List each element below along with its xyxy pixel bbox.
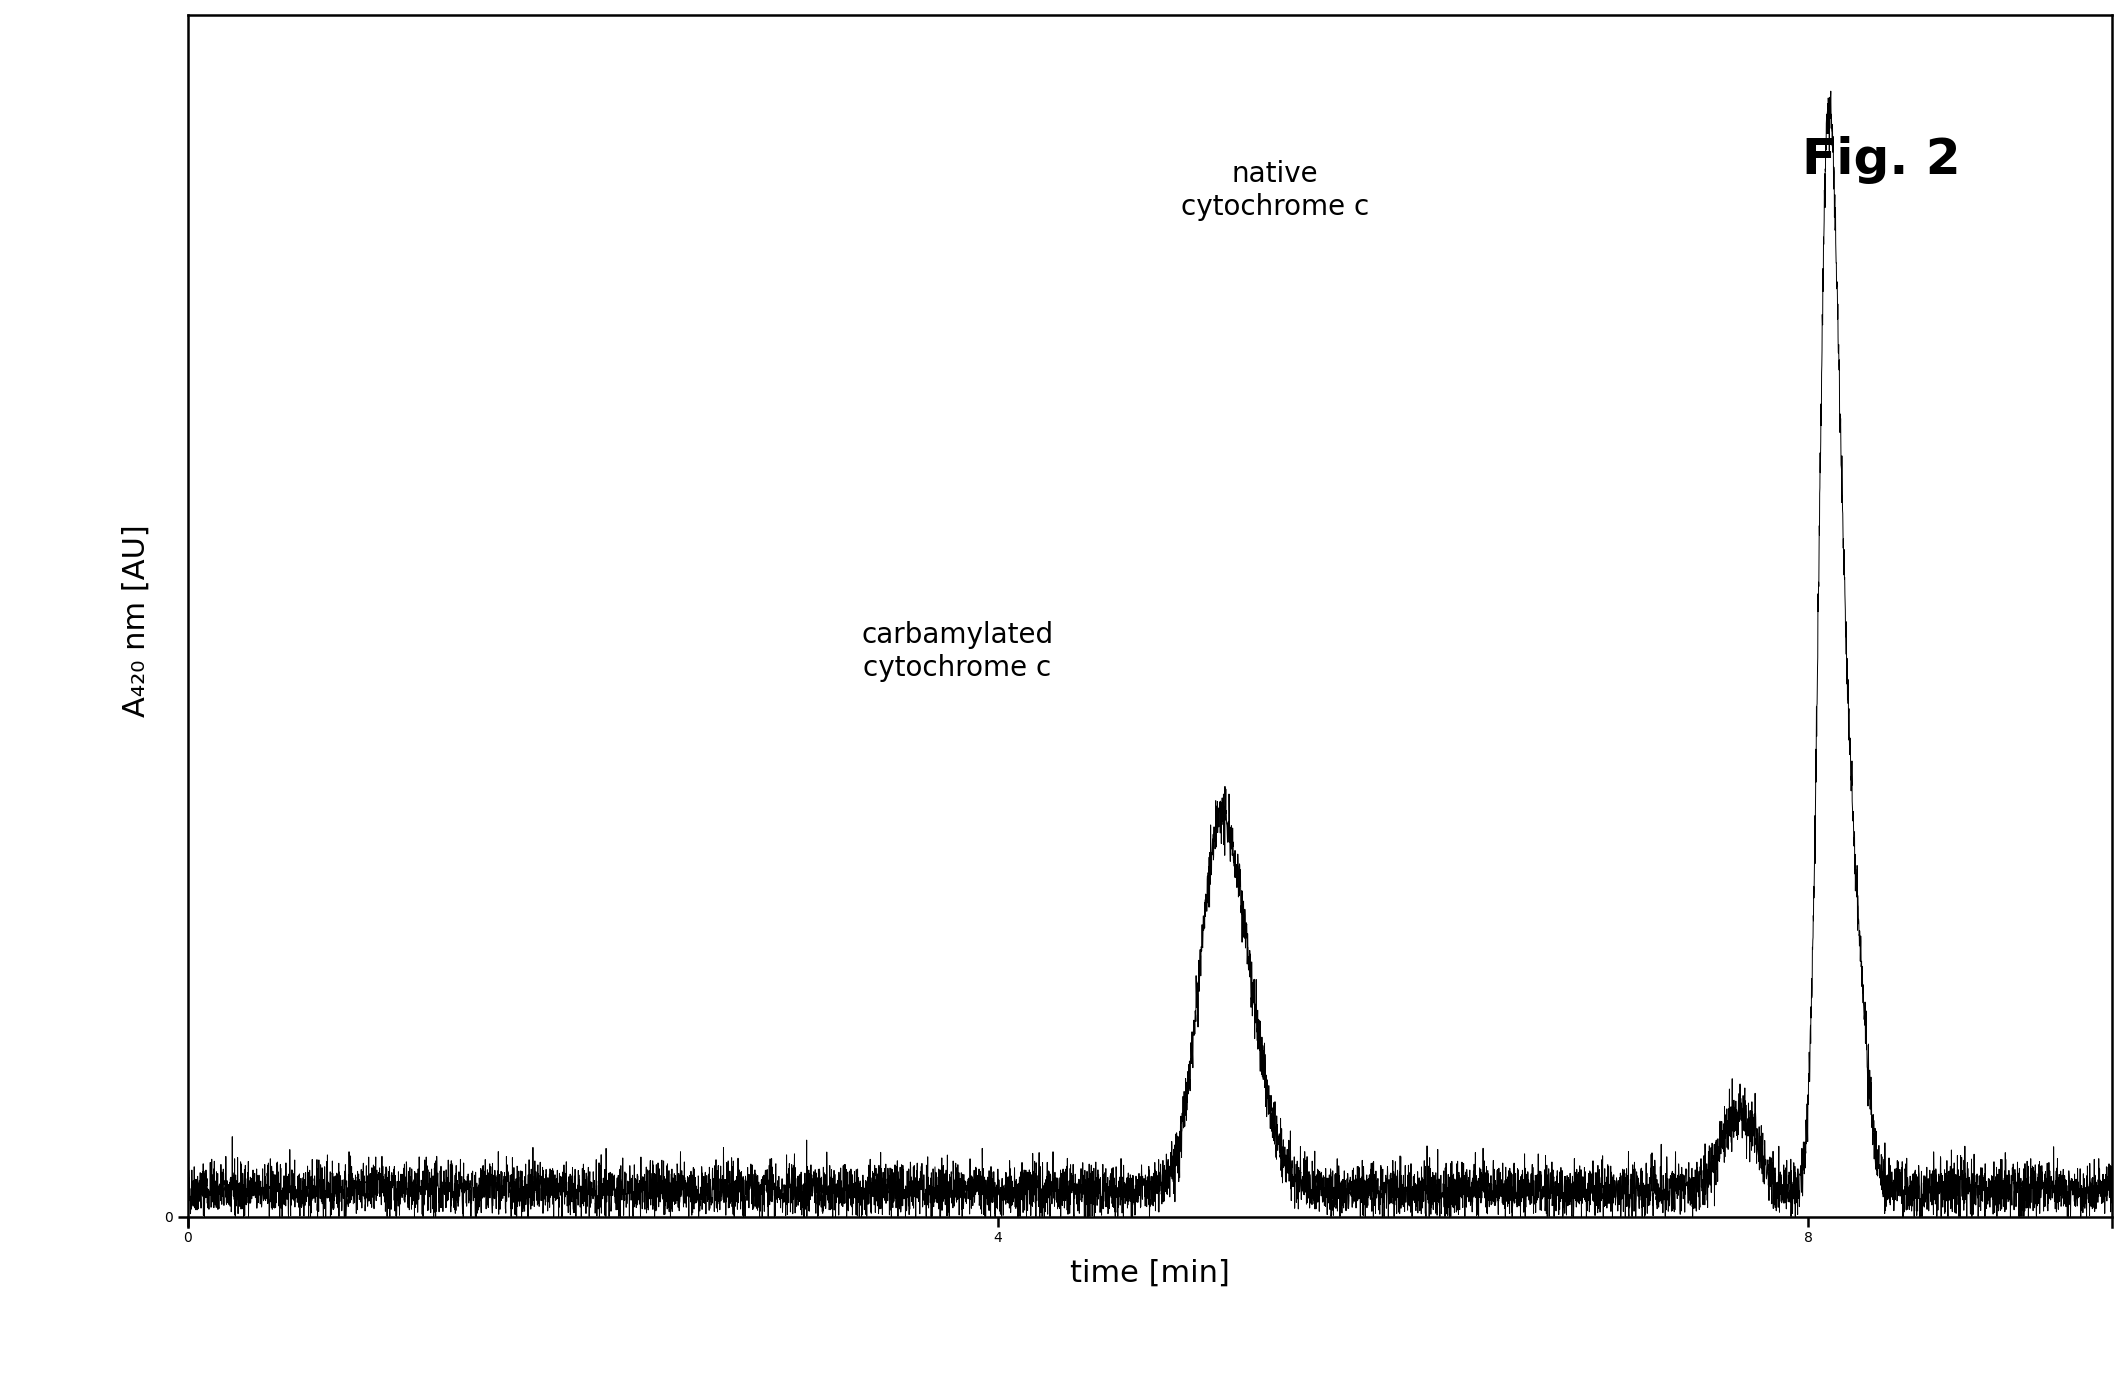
Text: Fig. 2: Fig. 2 xyxy=(1802,136,1961,184)
Text: native
cytochrome c: native cytochrome c xyxy=(1180,161,1370,221)
Y-axis label: A₄₂₀ nm [AU]: A₄₂₀ nm [AU] xyxy=(121,524,151,718)
X-axis label: time [min]: time [min] xyxy=(1070,1259,1229,1288)
Text: carbamylated
cytochrome c: carbamylated cytochrome c xyxy=(861,621,1053,681)
